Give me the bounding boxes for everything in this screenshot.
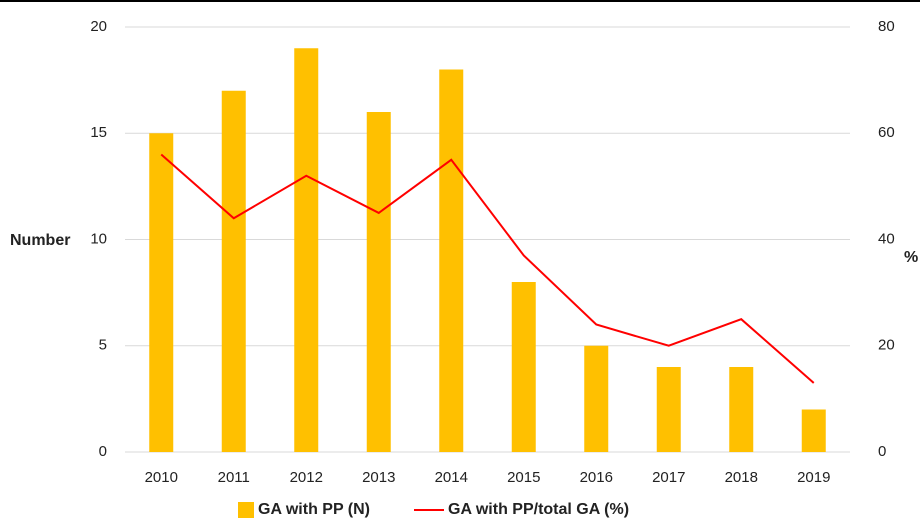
legend-swatch bbox=[238, 502, 254, 518]
x-tick-label: 2016 bbox=[580, 469, 613, 486]
x-tick-label: 2010 bbox=[145, 469, 178, 486]
x-tick-label: 2012 bbox=[290, 469, 323, 486]
bar bbox=[149, 133, 174, 452]
bar bbox=[221, 90, 246, 452]
legend-label: GA with PP (N) bbox=[258, 501, 370, 518]
bar bbox=[511, 282, 536, 452]
y2-tick-label: 60 bbox=[878, 124, 895, 141]
y2-tick-label: 0 bbox=[878, 443, 886, 460]
y-tick-label: 15 bbox=[90, 124, 107, 141]
bar bbox=[656, 367, 681, 452]
x-tick-label: 2011 bbox=[218, 469, 250, 486]
x-tick-label: 2015 bbox=[507, 469, 540, 486]
bar bbox=[294, 48, 319, 452]
bar bbox=[801, 409, 826, 452]
y-tick-label: 0 bbox=[99, 443, 107, 460]
x-tick-label: 2014 bbox=[435, 469, 468, 486]
bar bbox=[439, 69, 464, 452]
x-tick-label: 2013 bbox=[362, 469, 395, 486]
bar bbox=[366, 112, 391, 452]
line bbox=[160, 153, 815, 384]
y-tick-label: 5 bbox=[99, 337, 107, 354]
y2-axis-label: % bbox=[904, 249, 918, 266]
legend-label: GA with PP/total GA (%) bbox=[448, 501, 629, 518]
bar bbox=[584, 345, 609, 452]
bar bbox=[729, 367, 754, 452]
y2-tick-label: 40 bbox=[878, 230, 895, 247]
y2-tick-label: 80 bbox=[878, 18, 895, 35]
y-axis-label: Number bbox=[10, 232, 70, 249]
x-tick-label: 2017 bbox=[652, 469, 685, 486]
y-tick-label: 20 bbox=[90, 18, 107, 35]
x-tick-label: 2018 bbox=[725, 469, 758, 486]
x-tick-label: 2019 bbox=[797, 469, 830, 486]
y-tick-label: 10 bbox=[90, 230, 107, 247]
y2-tick-label: 20 bbox=[878, 337, 895, 354]
